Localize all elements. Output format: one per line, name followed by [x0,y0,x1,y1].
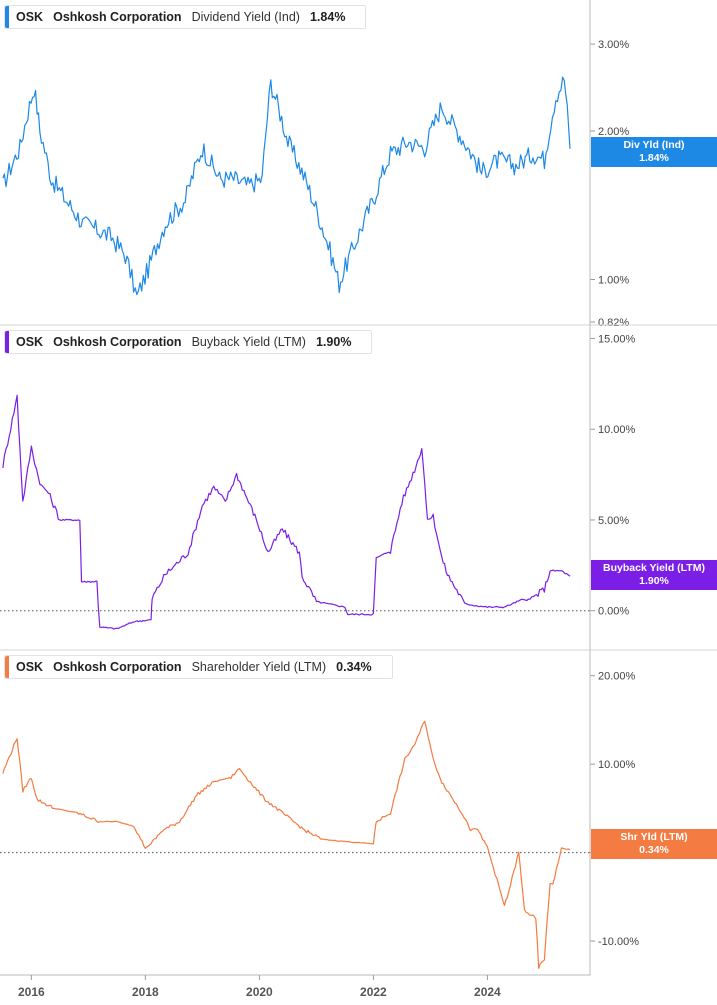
y-tick-label: 20.00% [598,671,636,683]
y-tick-label: 10.00% [598,424,636,436]
legend-company: Oshkosh Corporation [53,335,182,349]
current-value-badge-buyback: Buyback Yield (LTM) 1.90% [591,560,717,590]
legend-shareholder-yield: OSK Oshkosh Corporation Shareholder Yiel… [4,655,393,679]
legend-swatch [5,656,9,678]
badge-value: 0.34% [639,844,669,856]
x-tick-label: 2024 [474,985,501,999]
series-line [2,76,571,296]
badge-label: Shr Yld (LTM) [620,831,688,843]
badge-label: Buyback Yield (LTM) [603,562,705,574]
legend-ticker: OSK [16,335,44,349]
current-value-badge-shareholder: Shr Yld (LTM) 0.34% [591,829,717,859]
badge-value: 1.84% [639,152,669,164]
legend-ticker: OSK [16,660,44,674]
legend-metric: Shareholder Yield (LTM) [191,660,327,674]
y-tick-label: 15.00% [598,333,636,345]
y-tick-label: 10.00% [598,759,636,771]
legend-company: Oshkosh Corporation [53,660,182,674]
y-tick-label: 0.82% [598,317,629,329]
legend-metric: Dividend Yield (Ind) [191,10,300,24]
y-tick-label: 3.00% [598,39,629,51]
y-tick-label: 2.00% [598,126,629,138]
legend-value: 1.84% [309,10,346,24]
legend-value: 0.34% [336,660,372,674]
legend-buyback-yield: OSK Oshkosh Corporation Buyback Yield (L… [4,330,373,354]
current-value-badge-dividend: Div Yld (Ind) 1.84% [591,137,717,167]
badge-label: Div Yld (Ind) [623,139,685,151]
legend-swatch [5,331,9,353]
x-tick-label: 2022 [360,985,387,999]
y-tick-label: 1.00% [598,274,629,286]
legend-metric: Buyback Yield (LTM) [191,335,306,349]
x-tick-label: 2018 [132,985,159,999]
legend-ticker: OSK [16,10,44,24]
y-tick-label: 0.00% [598,606,629,618]
x-tick-label: 2016 [18,985,45,999]
legend-swatch [5,6,9,28]
badge-value: 1.90% [639,575,669,587]
series-line [2,394,571,630]
legend-dividend-yield: OSK Oshkosh Corporation Dividend Yield (… [4,5,367,29]
legend-value: 1.90% [315,335,352,349]
x-tick-label: 2020 [246,985,273,999]
y-tick-label: -10.00% [598,936,639,948]
series-line [2,720,571,969]
legend-company: Oshkosh Corporation [53,10,182,24]
y-tick-label: 5.00% [598,515,629,527]
